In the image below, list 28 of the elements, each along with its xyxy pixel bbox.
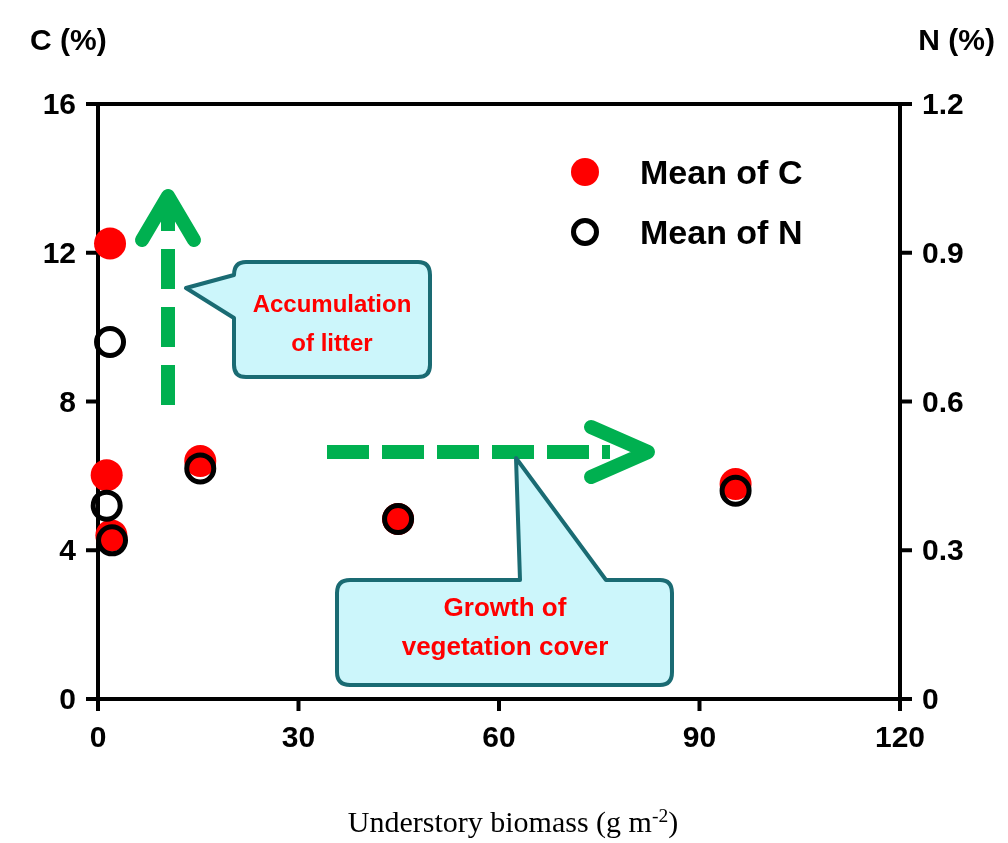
legend-label: Mean of N: [640, 213, 803, 251]
y2-tick-label: 0.3: [922, 533, 964, 567]
y-tick-label: 4: [59, 533, 77, 567]
y-tick-label: 8: [59, 384, 76, 418]
y-tick-label: 12: [42, 235, 76, 269]
legend-label: Mean of C: [640, 153, 803, 191]
point: [90, 489, 123, 522]
x-tick-label: 60: [482, 720, 516, 753]
x-tick-label: 120: [874, 720, 926, 753]
point: [94, 227, 127, 260]
y-axis-title: C (%): [30, 23, 107, 56]
point: [719, 474, 752, 507]
y2-tick-label: 0.6: [922, 384, 964, 418]
point: [94, 326, 127, 358]
y2-tick-label: 1.2: [922, 87, 964, 120]
point: [90, 459, 123, 492]
y-tick-label: 0: [59, 682, 76, 715]
x-tick-label: 30: [281, 720, 316, 753]
x-tick-label: 0: [89, 720, 107, 753]
y2-tick-label: 0.9: [922, 235, 964, 269]
y2-tick-label: 0: [922, 682, 939, 715]
point: [184, 452, 217, 485]
x-axis-title: Understory biomass (g m$^{-2}$): [347, 804, 679, 839]
annotation: Growth of vegetation cover: [401, 592, 609, 661]
x-tick-label: 90: [682, 720, 717, 753]
y-tick-label: 16: [42, 87, 76, 120]
y2-axis-title: N (%): [918, 23, 995, 56]
annotation: Accumulation of litter: [252, 290, 412, 356]
